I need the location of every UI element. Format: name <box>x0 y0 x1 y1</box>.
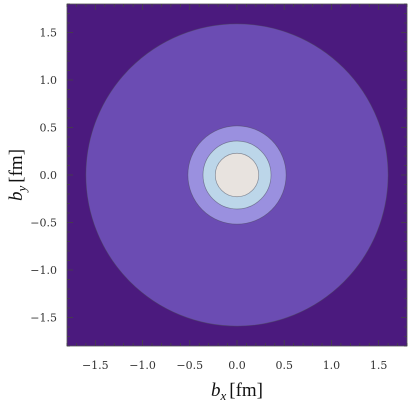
x-tick-label: 1.0 <box>323 359 341 372</box>
y-tick-label: 0.5 <box>40 122 58 135</box>
contour-level-4 <box>214 152 260 198</box>
x-tick-label: −1.5 <box>82 359 109 372</box>
y-tick-label: −1.0 <box>30 264 57 277</box>
x-tick-label: 0.5 <box>275 359 293 372</box>
x-tick-label: −1.0 <box>129 359 156 372</box>
y-tick-label: 0.0 <box>40 169 58 182</box>
x-axis-label-sub: x <box>219 388 226 403</box>
y-tick-labels: −1.5 −1.0 −0.5 0.0 0.5 1.0 1.5 <box>30 27 57 325</box>
x-tick-labels: −1.5 −1.0 −0.5 0.0 0.5 1.0 1.5 <box>82 359 387 372</box>
axis-ticks <box>66 3 408 347</box>
y-axis-label: by [fm] <box>6 149 29 201</box>
y-axis-label-sub: y <box>14 186 29 194</box>
x-tick-label: −0.5 <box>176 359 203 372</box>
y-axis-label-unit: [fm] <box>6 149 27 183</box>
y-tick-label: −0.5 <box>30 217 57 230</box>
x-axis-label-var: b <box>211 380 221 401</box>
x-tick-label: 0.0 <box>228 359 246 372</box>
x-axis-label-unit: [fm] <box>229 380 263 401</box>
contour-levels <box>85 23 389 327</box>
y-tick-label: 1.5 <box>40 27 58 40</box>
x-axis-label: bx [fm] <box>211 380 263 403</box>
x-tick-label: 1.5 <box>370 359 388 372</box>
y-tick-label: 1.0 <box>40 74 58 87</box>
y-tick-label: −1.5 <box>30 312 57 325</box>
y-axis-label-var: b <box>6 192 27 202</box>
